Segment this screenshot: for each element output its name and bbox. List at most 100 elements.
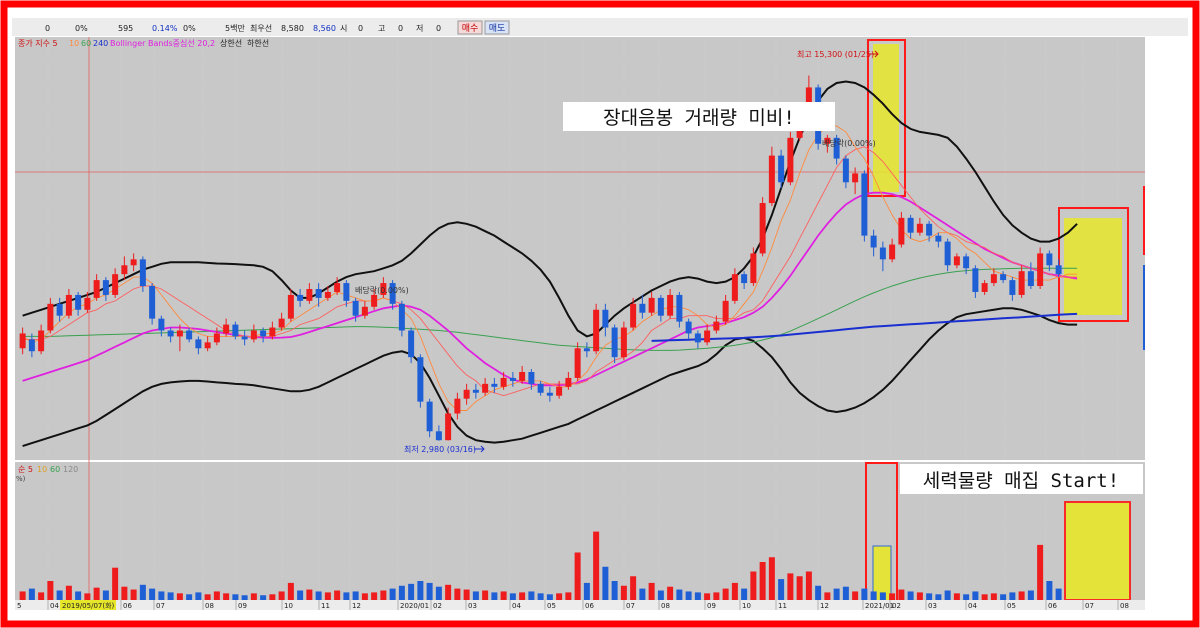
volume-bar (963, 594, 970, 600)
candle-body (593, 309, 600, 352)
bollinger-upper-line (22, 80, 1078, 338)
candle-body (269, 327, 276, 337)
volume-bar (778, 579, 785, 600)
volume-bar (491, 592, 498, 600)
volume-bar (750, 571, 757, 600)
volume-bar (130, 589, 137, 600)
volume-bar (149, 588, 156, 600)
candle-body (435, 431, 442, 441)
volume-bar (981, 594, 988, 600)
candle-body (1037, 253, 1044, 287)
volume-bar (121, 586, 128, 600)
candles (19, 75, 1062, 441)
low-annotation: 최저 2,980 (03/16) (404, 444, 476, 454)
candle-body (213, 333, 220, 343)
candle-body (287, 294, 294, 319)
toolbar-value: 시 (340, 24, 347, 33)
toolbar-value: 8,560 (313, 24, 336, 33)
volume-bar (833, 588, 840, 600)
candle-body (750, 253, 757, 284)
candle-body (417, 357, 424, 402)
toolbar-values: 0 0% 595 0.14% 0% 5백만 최우선 8,580 8,560 시 0 고 0 저 0 (45, 23, 441, 33)
buy-button-label[interactable]: 매수 (462, 23, 479, 34)
x-tick-label: 12 (352, 602, 361, 610)
x-tick-label: 05 (1007, 602, 1016, 610)
candle-body (121, 265, 128, 275)
volume-bar (509, 593, 516, 600)
candle-body (232, 324, 239, 337)
volume-bar (19, 591, 26, 600)
volume-bar (722, 588, 729, 600)
volume-bar (842, 586, 849, 600)
volume-bar (676, 589, 683, 600)
toolbar-value: 595 (118, 24, 133, 33)
volume-bar (38, 592, 45, 600)
candle-body (1055, 265, 1062, 275)
toolbar-value: 8,580 (281, 24, 304, 33)
candle-body (352, 300, 359, 316)
candle-body (805, 87, 812, 115)
volume-bar (287, 582, 294, 600)
x-tick-label: 05 (547, 602, 556, 610)
volume-bar (953, 593, 960, 600)
candle-body (241, 336, 248, 340)
candle-body (482, 383, 489, 393)
candle-body (343, 283, 350, 301)
volume-legend-unit: %) (16, 475, 26, 483)
volume-bar (167, 592, 174, 600)
toolbar-value: 0 (398, 24, 403, 33)
candle-body (306, 289, 313, 301)
volume-bar (593, 531, 600, 600)
x-tick-label: 07 (156, 602, 165, 610)
candle-body (842, 158, 849, 183)
volume-bar (380, 590, 387, 600)
candle-body (694, 333, 701, 343)
sell-button-label[interactable]: 매도 (489, 23, 506, 34)
volume-bar (630, 576, 637, 600)
candle-body (28, 339, 35, 352)
volume-bar (1009, 592, 1016, 600)
x-axis-ticks: 04 06 07 08 09 10 11 12 2020/01 02 03 04 05 06 07 08 09 1… (47, 600, 1129, 610)
toolbar-value: 0% (183, 24, 196, 33)
candle-body (398, 303, 405, 331)
gridlines (47, 37, 1119, 600)
volume-bar (898, 589, 905, 600)
volume-bar (47, 581, 54, 600)
legend-ma-10: 10 (69, 39, 79, 48)
volume-bar (500, 591, 507, 600)
price-legend: 종가 지수 5 10 60 240 Bollinger Bands중심선 20,… (18, 38, 269, 48)
volume-bar (250, 593, 257, 600)
volume-bar (879, 592, 886, 600)
candle-body (491, 383, 498, 387)
candle-body (139, 259, 146, 287)
volume-bar (694, 592, 701, 600)
volume-bar (870, 591, 877, 600)
candle-body (56, 303, 63, 316)
volume-bar (1000, 594, 1007, 600)
volume-bar (519, 592, 526, 600)
candle-body (519, 372, 526, 381)
candle-body (852, 173, 859, 183)
candle-body (167, 330, 174, 337)
volume-bar (278, 591, 285, 600)
candle-body (889, 244, 896, 260)
toolbar-value: 최우선 (250, 23, 272, 33)
volume-bar (1055, 588, 1062, 600)
candle-body (186, 330, 193, 340)
candle-body (176, 330, 183, 337)
x-tick-label: 07 (626, 602, 635, 610)
candle-body (759, 203, 766, 254)
candle-body (944, 241, 951, 266)
x-axis-date-label: 2019/05/07(화) (62, 602, 115, 610)
buy-button[interactable] (457, 20, 483, 35)
candle-body (731, 274, 738, 301)
legend-limit-up: 상한선 (220, 38, 242, 48)
x-tick-label: 09 (238, 602, 247, 610)
sell-button[interactable] (484, 20, 510, 35)
candle-body (315, 289, 322, 298)
volume-bar (741, 588, 748, 600)
volume-bar (232, 594, 239, 600)
volume-legend-120: 120 (63, 465, 78, 474)
legend-ma-240: 240 (93, 39, 108, 48)
x-tick-label: 06 (585, 602, 594, 610)
